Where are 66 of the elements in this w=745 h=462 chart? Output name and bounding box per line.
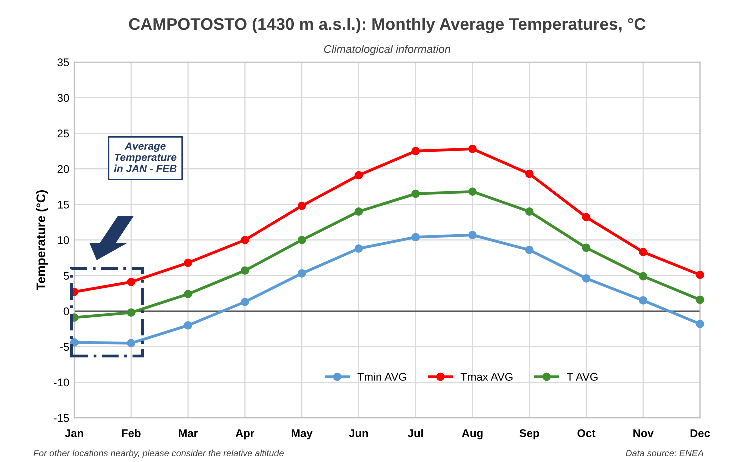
point bbox=[468, 188, 477, 196]
x-tick-label: Nov bbox=[634, 430, 654, 438]
point bbox=[127, 339, 136, 348]
x-tick-label: Feb bbox=[122, 429, 141, 438]
x-tick-label: Apr bbox=[236, 430, 255, 440]
x-tick-label: Oct bbox=[578, 430, 596, 438]
y-tick-label: 35 bbox=[58, 58, 70, 67]
legend-label: Tmax AVG bbox=[460, 373, 513, 382]
y-tick-label: -5 bbox=[60, 343, 70, 352]
point bbox=[639, 248, 648, 256]
point bbox=[298, 202, 306, 210]
point bbox=[70, 338, 79, 347]
point bbox=[639, 272, 648, 281]
point bbox=[525, 246, 534, 254]
point bbox=[525, 208, 534, 216]
legend-label: Tmin AVG bbox=[358, 372, 406, 382]
x-tick-label: Dec bbox=[690, 430, 710, 438]
y-tick-label: 10 bbox=[58, 236, 70, 244]
y-tick-label: 30 bbox=[58, 94, 70, 102]
point bbox=[127, 278, 136, 286]
y-tick-label: 0 bbox=[64, 308, 70, 316]
y-tick-label: -15 bbox=[54, 414, 70, 422]
point bbox=[582, 244, 591, 252]
x-tick-label: Jan bbox=[65, 430, 84, 438]
x-tick-label: Mar bbox=[179, 430, 198, 438]
y-tick-label: 25 bbox=[58, 130, 70, 138]
point bbox=[298, 270, 306, 278]
x-tick-label: Jul bbox=[408, 429, 424, 438]
point bbox=[696, 296, 704, 304]
point bbox=[241, 236, 250, 244]
text: For other locations nearby, please consider the relative altitude bbox=[34, 450, 284, 458]
point bbox=[298, 236, 306, 244]
point bbox=[354, 171, 364, 180]
y-tick-label: -10 bbox=[54, 378, 70, 387]
point bbox=[354, 244, 364, 253]
x-tick-label: May bbox=[292, 430, 313, 440]
point bbox=[468, 145, 477, 154]
x-tick-label: Jun bbox=[349, 430, 368, 438]
point bbox=[468, 231, 477, 240]
point bbox=[354, 208, 364, 216]
source-note: Data source: ENEA bbox=[626, 450, 704, 457]
point bbox=[412, 190, 420, 198]
point bbox=[412, 233, 420, 242]
point bbox=[184, 258, 192, 268]
point bbox=[184, 321, 192, 330]
point bbox=[696, 270, 704, 280]
point bbox=[525, 170, 534, 178]
chart-subtitle: Climatological information bbox=[324, 45, 451, 56]
point bbox=[412, 147, 420, 156]
y-tick-label: 15 bbox=[58, 201, 70, 209]
point bbox=[639, 296, 648, 305]
point bbox=[241, 266, 250, 275]
y-axis-title: Temperature (°C) bbox=[36, 190, 48, 290]
annotation: Average Temperature in JAN - FEB bbox=[114, 142, 177, 172]
y-tick-label: 20 bbox=[58, 165, 70, 174]
point bbox=[184, 290, 192, 298]
point bbox=[696, 320, 704, 328]
chart-title: CAMPOTOSTO (1430 m a.s.l.): Monthly Average Temperatures, °C bbox=[129, 18, 646, 34]
x-tick-label: Aug bbox=[462, 430, 483, 440]
y-tick-label: 5 bbox=[64, 272, 70, 280]
point bbox=[127, 308, 136, 317]
point bbox=[582, 274, 591, 283]
point bbox=[241, 298, 250, 306]
x-tick-label: Sep bbox=[520, 430, 540, 440]
point bbox=[582, 213, 591, 222]
legend-label: T AVG bbox=[567, 373, 598, 382]
